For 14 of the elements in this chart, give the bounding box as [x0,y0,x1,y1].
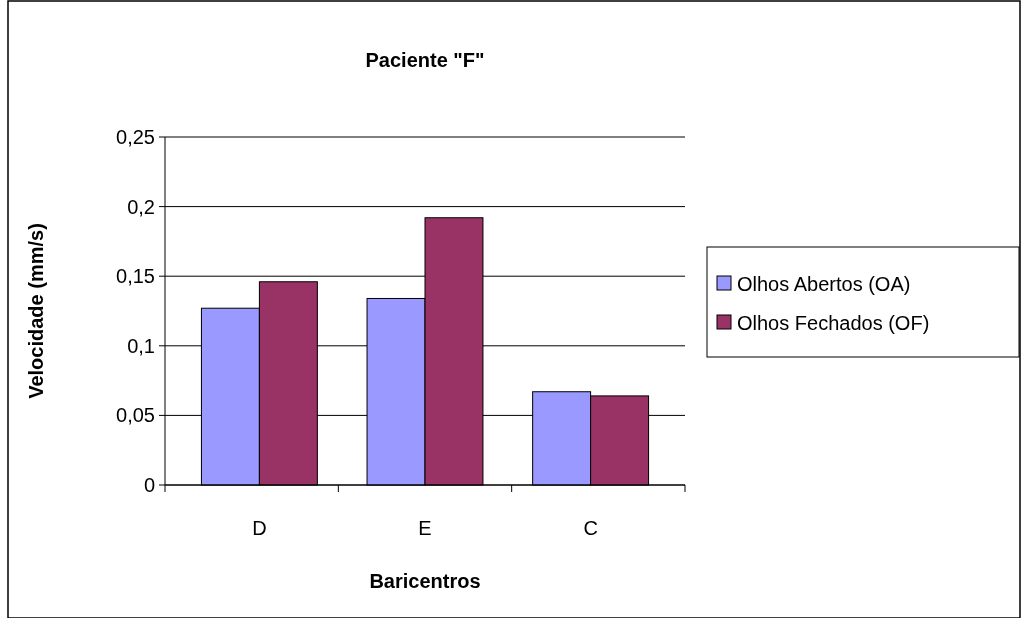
x-axis-title: Baricentros [369,570,481,592]
y-tick-label: 0 [143,474,155,496]
x-tick-label: E [418,517,432,539]
chart-title: Paciente "F" [365,49,485,71]
x-tick-label: D [252,517,267,539]
y-tick-label: 0,2 [127,195,155,218]
y-tick-label: 0,25 [116,126,155,148]
y-tick-label: 0,15 [116,265,155,288]
y-tick-label: 0,1 [127,334,155,357]
legend-label: Olhos Abertos (OA) [737,273,911,295]
legend-label: Olhos Fechados (OF) [737,312,930,334]
y-tick-label: 0,05 [116,404,155,427]
y-axis-title: Velocidade (mm/s) [25,223,47,399]
x-tick-label: C [583,517,598,539]
